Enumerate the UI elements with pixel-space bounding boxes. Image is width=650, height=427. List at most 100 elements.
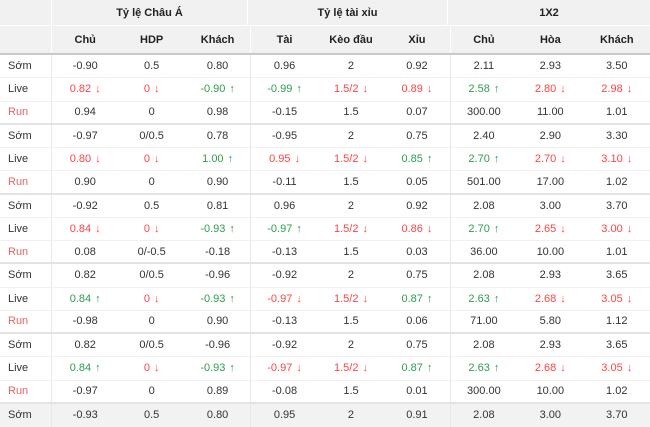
odds-cell: 3.30 (584, 125, 650, 147)
odds-cell: 3.05 ↓ (584, 288, 650, 310)
odds-value: 300.00 (467, 106, 501, 119)
row-label: Run (0, 171, 52, 193)
odds-cell: 0/0.5 (118, 264, 184, 286)
odds-cell: 0 (118, 171, 184, 192)
arrow-down-icon: ↓ (362, 362, 368, 375)
odds-value: 2.08 (473, 269, 495, 282)
odds-cell: 1.5/2 ↓ (318, 288, 384, 310)
odds-value: -0.97 (267, 222, 293, 235)
odds-value: -0.90 (72, 60, 98, 73)
odds-cell: 2.65 ↓ (517, 218, 583, 240)
arrow-down-icon: ↓ (153, 153, 160, 166)
odds-value: 2 (347, 199, 355, 212)
odds-cell: 0.07 (384, 101, 451, 123)
odds-value: 1.12 (606, 315, 628, 328)
odds-value: 2.70 (534, 153, 557, 166)
odds-cell: 0.75 (384, 264, 451, 287)
odds-value: 2.68 (534, 292, 557, 305)
arrow-down-icon: ↓ (426, 222, 433, 235)
arrow-up-icon: ↑ (95, 292, 101, 305)
odds-cell: 0.90 (52, 171, 118, 192)
arrow-down-icon: ↓ (626, 153, 633, 166)
arrow-down-icon: ↓ (153, 83, 160, 96)
arrow-down-icon: ↓ (560, 153, 566, 166)
odds-cell: -0.99 ↑ (251, 78, 317, 100)
odds-value: 3.10 (601, 153, 623, 166)
odds-cell: 2.93 (517, 264, 583, 286)
odds-value: -0.97 (267, 362, 293, 375)
odds-cell: -0.93 ↑ (185, 287, 252, 310)
odds-cell: 3.00 (517, 195, 583, 217)
odds-value: 0.03 (406, 245, 428, 258)
odds-cell: 0.92 (384, 194, 451, 217)
odds-value: -0.95 (272, 129, 298, 142)
arrow-up-icon: ↑ (493, 83, 500, 96)
row-label: Sớm (0, 264, 52, 287)
header-col-home: Chủ (74, 33, 96, 46)
odds-cell: 0.84 ↑ (52, 357, 118, 379)
odds-cell: 1.5/2 ↓ (318, 78, 384, 100)
odds-cell: 0.95 ↓ (251, 148, 317, 170)
arrow-down-icon: ↓ (95, 222, 101, 235)
odds-cell: 2 (318, 125, 384, 147)
arrow-down-icon: ↓ (153, 222, 160, 235)
odds-value: 0.80 (206, 409, 229, 422)
odds-cell: 0.86 ↓ (384, 217, 451, 240)
odds-cell: 1.5 (318, 311, 384, 332)
odds-value: 2 (347, 129, 355, 142)
arrow-up-icon: ↑ (493, 153, 500, 166)
odds-value: 1.00 (202, 153, 224, 166)
arrow-up-icon: ↑ (296, 222, 302, 235)
arrow-down-icon: ↓ (626, 362, 633, 375)
arrow-down-icon: ↓ (426, 83, 433, 96)
odds-value: 0 (148, 385, 155, 398)
table-row: Live 0.84 ↓ 0 ↓ -0.93 ↑ -0.97 ↑ 1.5/2 ↓ 0.86 ↓ 2.70 ↑ 2… (0, 217, 650, 241)
arrow-up-icon: ↑ (229, 292, 235, 305)
odds-cell: 1.02 (584, 171, 650, 192)
odds-value: -0.92 (72, 199, 98, 212)
odds-value: -0.18 (205, 245, 231, 258)
odds-cell: 0.84 ↑ (52, 288, 118, 310)
odds-cell: 3.05 ↓ (584, 357, 650, 379)
odds-value: 0.80 (69, 153, 92, 166)
odds-cell: -0.08 (251, 381, 317, 402)
arrow-up-icon: ↑ (229, 362, 235, 375)
odds-cell: 1.5 (318, 102, 384, 123)
header-col-hdp: HDP (140, 33, 164, 46)
odds-cell: 2 (318, 334, 384, 356)
odds-value: 0.81 (206, 199, 229, 212)
arrow-down-icon: ↓ (294, 153, 301, 166)
arrow-up-icon: ↑ (493, 222, 500, 235)
row-label: Sớm (0, 124, 52, 147)
odds-value: 3.65 (606, 269, 628, 282)
odds-value: 0.82 (74, 269, 96, 282)
odds-cell: -0.97 ↓ (251, 288, 317, 310)
odds-value: 2.65 (534, 222, 557, 235)
row-label: Live (0, 357, 52, 380)
header-col-over: Tài (276, 33, 293, 46)
odds-cell: 2.93 (517, 334, 583, 356)
arrow-down-icon: ↓ (153, 292, 160, 305)
row-label: Sớm (0, 194, 52, 217)
odds-value: 2.40 (473, 129, 495, 142)
odds-value: 0.75 (406, 269, 428, 282)
header-column-row: Chủ HDP Khách Tài Kèo đầu Xỉu Chủ Hòa Kh… (0, 26, 650, 53)
table-row: Sớm -0.92 0.5 0.81 0.96 2 0.92 2.08 3.00 3.70 (0, 194, 650, 218)
odds-cell: 2.70 ↑ (451, 148, 517, 170)
odds-cell: 2 (318, 264, 384, 286)
odds-value: 2.93 (539, 60, 562, 73)
odds-value: -0.93 (72, 409, 98, 422)
table-header: Tỷ lệ Châu Á Tỷ lệ tài xỉu 1X2 Chủ HDP K… (0, 0, 650, 55)
odds-cell: 2.90 (517, 125, 583, 147)
odds-value: 0.90 (206, 175, 229, 188)
odds-cell: 1.5 (318, 381, 384, 402)
odds-cell: 3.70 (584, 404, 650, 427)
odds-cell: 0 (118, 381, 184, 402)
odds-cell: 2.70 ↑ (451, 218, 517, 240)
odds-cell: 2 (318, 195, 384, 217)
odds-value: 0.95 (269, 153, 291, 166)
odds-cell: 5.80 (517, 311, 583, 332)
odds-value: 3.65 (606, 339, 628, 352)
arrow-up-icon: ↑ (426, 153, 433, 166)
odds-cell: 2.63 ↑ (451, 288, 517, 310)
